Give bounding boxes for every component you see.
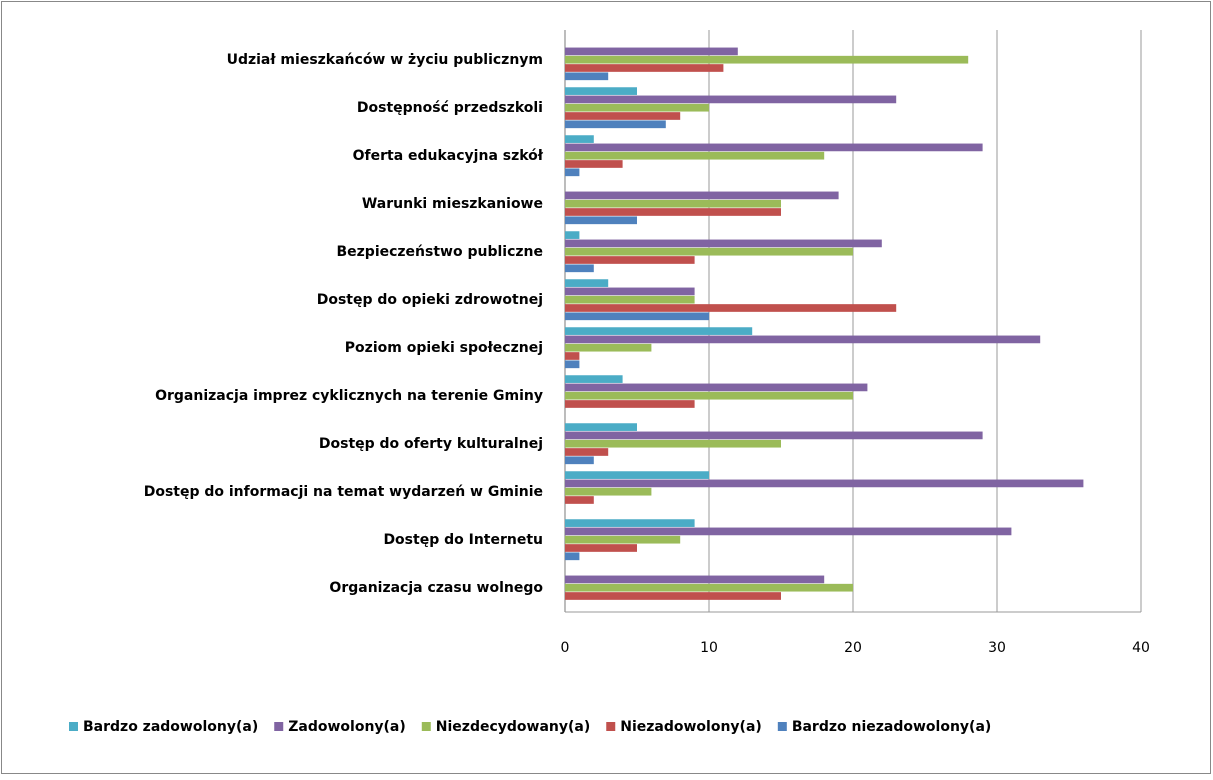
bar: [565, 423, 637, 431]
x-tick-label: 30: [988, 640, 1006, 656]
bar: [565, 87, 637, 95]
bar: [565, 375, 623, 383]
bar: [565, 231, 580, 239]
bar: [565, 191, 839, 200]
bar: [565, 456, 594, 465]
bar: [565, 168, 580, 177]
bar: [565, 391, 853, 400]
x-tick-label: 0: [561, 640, 570, 656]
bar: [565, 120, 666, 129]
bar: [565, 143, 983, 152]
legend-label: Niezdecydowany(a): [436, 719, 590, 735]
bar: [565, 295, 695, 304]
legend-label: Niezadowolony(a): [620, 719, 762, 735]
bar: [565, 151, 825, 160]
bar: [565, 431, 983, 440]
legend-swatch: [274, 722, 284, 731]
bar: [565, 400, 695, 408]
bar: [565, 487, 652, 496]
category-label: Oferta edukacyjna szkół: [353, 148, 544, 164]
bar: [565, 72, 609, 81]
bar: [565, 64, 724, 72]
bar: [565, 55, 969, 64]
bar: [565, 47, 738, 56]
legend-swatch: [777, 722, 787, 731]
category-label: Bezpieczeństwo publiczne: [336, 244, 543, 260]
bar: [565, 287, 695, 296]
bar: [565, 519, 695, 527]
bar: [565, 264, 594, 273]
bar: [565, 471, 709, 479]
bar: [565, 535, 681, 544]
category-label: Organizacja czasu wolnego: [329, 580, 543, 596]
bar: [565, 439, 781, 448]
bar: [565, 383, 868, 392]
bar: [565, 160, 623, 168]
bar: [565, 208, 781, 216]
category-label: Poziom opieki społecznej: [345, 340, 543, 356]
bar: [565, 279, 609, 287]
bar: [565, 95, 897, 104]
category-label: Dostęp do informacji na temat wydarzeń w…: [144, 484, 543, 500]
bar: [565, 312, 709, 321]
legend-swatch: [69, 722, 78, 731]
bar: [565, 247, 853, 256]
bar: [565, 256, 695, 264]
category-label: Organizacja imprez cyklicznych na tereni…: [155, 388, 543, 404]
bar: [565, 343, 652, 352]
category-label: Udział mieszkańców w życiu publicznym: [227, 52, 543, 68]
bar: [565, 527, 1012, 536]
bar: [565, 335, 1041, 344]
category-label: Dostęp do opieki zdrowotnej: [317, 292, 543, 308]
bar: [565, 479, 1084, 488]
bar: [565, 448, 609, 456]
bar: [565, 112, 681, 120]
x-tick-label: 20: [844, 640, 862, 656]
bar: [565, 592, 781, 600]
category-label: Dostęp do oferty kulturalnej: [319, 436, 543, 452]
bar: [565, 360, 580, 369]
bar: [565, 103, 709, 112]
bar: [565, 199, 781, 208]
bar: [565, 135, 594, 143]
legend-swatch: [606, 722, 616, 731]
category-label: Dostęp do Internetu: [383, 532, 543, 548]
legend-label: Bardzo niezadowolony(a): [792, 719, 992, 735]
category-label: Dostępność przedszkoli: [357, 100, 543, 116]
bar: [565, 239, 882, 248]
x-tick-label: 40: [1132, 640, 1150, 656]
x-tick-label: 10: [700, 640, 718, 656]
bar: [565, 544, 637, 552]
bar: [565, 575, 825, 584]
bar: [565, 352, 580, 360]
bar: [565, 496, 594, 504]
bar: [565, 327, 753, 335]
bar: [565, 583, 853, 592]
legend-label: Zadowolony(a): [288, 719, 406, 735]
bar: [565, 552, 580, 561]
bar: [565, 304, 897, 312]
legend-swatch: [421, 722, 431, 731]
category-label: Warunki mieszkaniowe: [362, 196, 543, 212]
bar: [565, 216, 637, 225]
legend-label: Bardzo zadowolony(a): [83, 719, 258, 735]
